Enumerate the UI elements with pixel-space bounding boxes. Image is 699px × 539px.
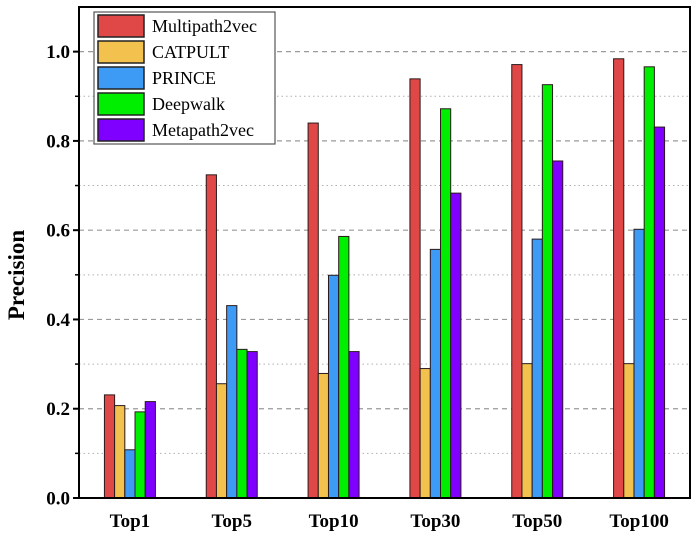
legend-swatch bbox=[97, 40, 145, 64]
bar-catpult-top100 bbox=[623, 363, 635, 499]
bar-metapath2vec-top100 bbox=[653, 126, 666, 499]
legend-label: Metapath2vec bbox=[152, 120, 254, 140]
bar-deepwalk-top50 bbox=[541, 84, 554, 499]
x-tick-label: Top30 bbox=[410, 511, 460, 532]
x-tick-label: Top1 bbox=[110, 511, 151, 532]
bar-metapath2vec-top1 bbox=[144, 401, 156, 499]
y-tick-label: 0.6 bbox=[46, 221, 70, 242]
bar-multipath2vec-top10 bbox=[307, 122, 319, 499]
x-tick-label: Top10 bbox=[309, 511, 359, 532]
x-axis: Top1 Top5 Top10 Top30 Top50 Top100 bbox=[110, 511, 669, 532]
y-tick-label: 0.2 bbox=[46, 399, 70, 420]
y-tick-label: 0.8 bbox=[46, 131, 70, 152]
bar-catpult-top50 bbox=[521, 363, 533, 499]
bar-deepwalk-top5 bbox=[236, 348, 248, 499]
bar-prince-top10 bbox=[327, 274, 340, 499]
bar-deepwalk-top1 bbox=[134, 411, 146, 499]
bar-prince-top5 bbox=[226, 305, 238, 499]
legend-label: CATPULT bbox=[152, 42, 229, 62]
y-tick-label: 0.4 bbox=[46, 310, 70, 331]
y-axis: 0.0 0.2 0.4 0.6 0.8 1.0 bbox=[46, 42, 79, 510]
legend-label: PRINCE bbox=[152, 68, 216, 88]
bar-multipath2vec-top30 bbox=[409, 78, 421, 499]
y-tick-label: 0.0 bbox=[46, 489, 70, 510]
bars bbox=[103, 58, 666, 499]
bar-metapath2vec-top10 bbox=[348, 351, 360, 499]
bar-metapath2vec-top50 bbox=[552, 160, 564, 499]
bar-deepwalk-top100 bbox=[643, 66, 655, 499]
bar-catpult-top5 bbox=[215, 383, 228, 499]
legend-swatch bbox=[97, 118, 145, 142]
bar-prince-top100 bbox=[633, 228, 645, 499]
bar-metapath2vec-top5 bbox=[246, 351, 258, 499]
y-tick-label: 1.0 bbox=[46, 42, 70, 63]
legend-swatch bbox=[97, 14, 145, 38]
bar-prince-top50 bbox=[531, 238, 543, 499]
legend-swatch bbox=[97, 92, 145, 116]
bar-multipath2vec-top50 bbox=[511, 64, 523, 499]
bar-prince-top1 bbox=[124, 449, 136, 499]
x-tick-label: Top5 bbox=[212, 511, 253, 532]
legend: Multipath2vec CATPULT PRINCE Deepwalk Metapa… bbox=[93, 11, 276, 145]
legend-swatch bbox=[97, 66, 145, 90]
bar-prince-top30 bbox=[429, 248, 442, 499]
bar-deepwalk-top30 bbox=[440, 108, 452, 499]
plot-frame bbox=[78, 6, 691, 499]
bar-catpult-top10 bbox=[317, 372, 329, 499]
bar-deepwalk-top10 bbox=[338, 235, 350, 499]
bar-catpult-top1 bbox=[114, 405, 126, 499]
x-tick-label: Top100 bbox=[609, 511, 669, 532]
legend-label: Deepwalk bbox=[152, 94, 225, 114]
bar-multipath2vec-top5 bbox=[205, 174, 217, 499]
bar-multipath2vec-top1 bbox=[103, 394, 116, 499]
y-axis-title: Precision bbox=[4, 230, 29, 320]
bar-multipath2vec-top100 bbox=[613, 58, 625, 499]
bar-metapath2vec-top30 bbox=[450, 192, 462, 499]
legend-label: Multipath2vec bbox=[152, 16, 257, 36]
bar-catpult-top30 bbox=[419, 368, 431, 499]
x-tick-label: Top50 bbox=[512, 511, 562, 532]
